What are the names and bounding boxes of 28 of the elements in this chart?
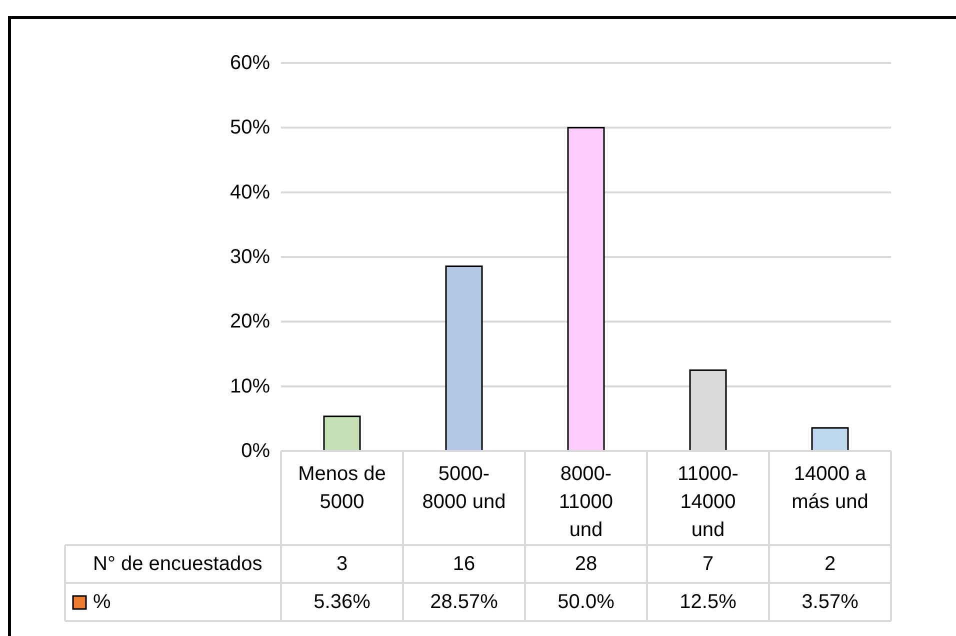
text: % bbox=[93, 591, 111, 613]
bar bbox=[445, 265, 483, 452]
x-tick-label: 14000 a más und bbox=[792, 463, 868, 513]
data-label: 16 bbox=[452, 553, 476, 575]
data-label: 3.57% bbox=[802, 591, 859, 613]
data-label: 5.36% bbox=[314, 591, 371, 613]
x-tick-label: 5000-8000 und bbox=[422, 463, 506, 513]
y-tick-label: 0% bbox=[241, 440, 270, 462]
data-label: 3 bbox=[336, 553, 348, 575]
x-tick-label: Menos de 5000 bbox=[298, 463, 386, 513]
y-tick-label: 50% bbox=[230, 116, 270, 139]
bar bbox=[567, 126, 605, 452]
data-label: 28.57% bbox=[430, 591, 498, 613]
y-tick-label: 30% bbox=[230, 246, 270, 268]
y-tick-label: 60% bbox=[230, 52, 270, 74]
x-tick-label: 11000-14000 und bbox=[678, 463, 738, 541]
bar bbox=[811, 427, 849, 452]
text: N° de encuestados bbox=[93, 553, 262, 575]
y-tick-label: 40% bbox=[230, 181, 270, 204]
data-label: 2 bbox=[824, 553, 836, 575]
y-tick-label: 10% bbox=[230, 375, 270, 398]
data-label: 28 bbox=[574, 553, 598, 575]
y-tick-label: 20% bbox=[230, 310, 270, 333]
data-label: 12.5% bbox=[680, 591, 737, 613]
data-label: 50.0% bbox=[558, 591, 615, 613]
data-label: 7 bbox=[702, 553, 714, 575]
x-tick-label: 8000-11000 und bbox=[558, 463, 614, 541]
bar bbox=[323, 416, 361, 452]
